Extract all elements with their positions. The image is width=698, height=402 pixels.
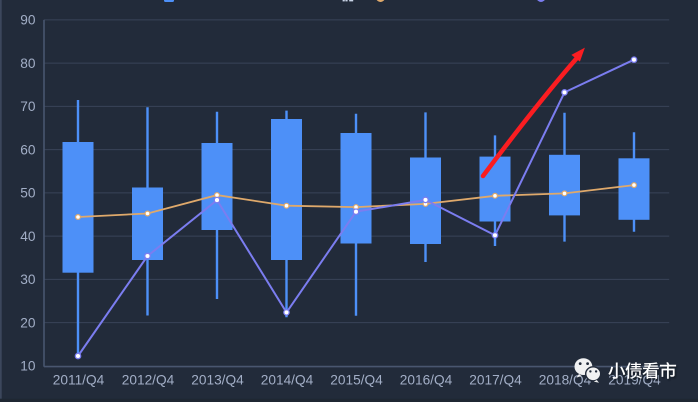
svg-text:2015/Q4: 2015/Q4 — [330, 373, 383, 388]
svg-text:30: 30 — [20, 272, 36, 287]
svg-text:10: 10 — [20, 359, 36, 374]
svg-text:40: 40 — [20, 229, 36, 244]
svg-text:90: 90 — [20, 13, 36, 28]
svg-text:2016/Q4: 2016/Q4 — [400, 373, 453, 388]
svg-text:70: 70 — [20, 99, 36, 114]
svg-text:2014/Q4: 2014/Q4 — [261, 373, 314, 388]
svg-text:2017/Q4: 2017/Q4 — [469, 373, 522, 388]
svg-text:60: 60 — [20, 142, 36, 157]
svg-text:80: 80 — [20, 56, 36, 71]
svg-text:2011/Q4: 2011/Q4 — [53, 373, 105, 388]
svg-text:2012/Q4: 2012/Q4 — [122, 373, 175, 388]
svg-text:2013/Q4: 2013/Q4 — [191, 373, 244, 388]
svg-text:50: 50 — [20, 186, 36, 201]
svg-text:20: 20 — [20, 315, 36, 330]
